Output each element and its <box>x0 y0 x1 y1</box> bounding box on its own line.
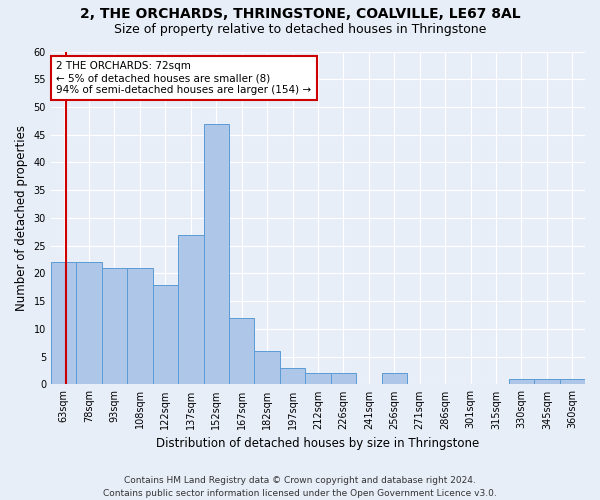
Bar <box>509 379 534 384</box>
Text: 2, THE ORCHARDS, THRINGSTONE, COALVILLE, LE67 8AL: 2, THE ORCHARDS, THRINGSTONE, COALVILLE,… <box>80 8 520 22</box>
Y-axis label: Number of detached properties: Number of detached properties <box>15 125 28 311</box>
Bar <box>229 318 254 384</box>
Bar <box>203 124 229 384</box>
Bar <box>152 284 178 384</box>
Text: Contains HM Land Registry data © Crown copyright and database right 2024.
Contai: Contains HM Land Registry data © Crown c… <box>103 476 497 498</box>
X-axis label: Distribution of detached houses by size in Thringstone: Distribution of detached houses by size … <box>157 437 479 450</box>
Text: 2 THE ORCHARDS: 72sqm
← 5% of detached houses are smaller (8)
94% of semi-detach: 2 THE ORCHARDS: 72sqm ← 5% of detached h… <box>56 62 311 94</box>
Bar <box>102 268 127 384</box>
Bar <box>331 374 356 384</box>
Bar <box>51 262 76 384</box>
Bar <box>382 374 407 384</box>
Bar <box>127 268 152 384</box>
Bar <box>254 351 280 384</box>
Bar <box>560 379 585 384</box>
Bar <box>178 234 203 384</box>
Bar <box>76 262 102 384</box>
Bar <box>280 368 305 384</box>
Bar <box>534 379 560 384</box>
Bar <box>305 374 331 384</box>
Text: Size of property relative to detached houses in Thringstone: Size of property relative to detached ho… <box>114 22 486 36</box>
